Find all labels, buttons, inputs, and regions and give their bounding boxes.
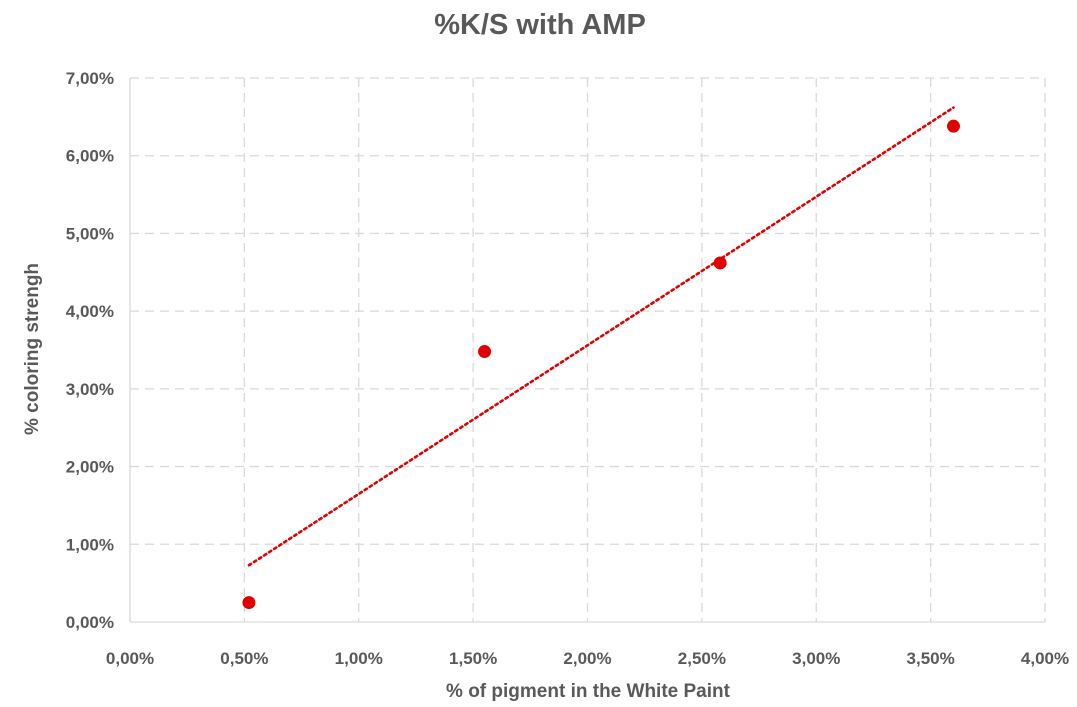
data-point: [713, 256, 727, 270]
y-tick-label: 1,00%: [66, 535, 114, 554]
y-tick-label: 3,00%: [66, 380, 114, 399]
y-tick-label: 5,00%: [66, 224, 114, 243]
y-tick-label: 4,00%: [66, 302, 114, 321]
chart-title: %K/S with AMP: [434, 9, 646, 41]
x-tick-label: 4,00%: [1021, 649, 1069, 668]
y-tick-label: 6,00%: [66, 147, 114, 166]
axes: [129, 78, 1045, 623]
trendline-layer: [247, 106, 955, 567]
x-tick-label: 3,00%: [792, 649, 840, 668]
y-tick-label: 7,00%: [66, 69, 114, 88]
x-tick-label: 1,00%: [335, 649, 383, 668]
x-tick-label: 2,50%: [678, 649, 726, 668]
data-point: [478, 345, 492, 359]
tick-labels: 0,00% 0,50% 1,00% 1,50% 2,00% 2,50% 3,00% 3,50%…: [66, 69, 1069, 668]
data-point: [242, 596, 256, 610]
data-points: [242, 119, 960, 610]
x-tick-label: 3,50%: [907, 649, 955, 668]
y-tick-label: 2,00%: [66, 458, 114, 477]
gridlines: [130, 77, 1046, 622]
y-tick-label: 0,00%: [66, 613, 114, 632]
y-axis-title: % coloring strengh: [22, 263, 43, 435]
trendline: [247, 106, 955, 567]
x-tick-label: 2,00%: [563, 649, 611, 668]
x-tick-label: 1,50%: [449, 649, 497, 668]
data-point: [947, 119, 960, 133]
x-axis-title: % of pigment in the White Paint: [446, 681, 731, 702]
x-tick-label: 0,50%: [220, 649, 268, 668]
x-tick-label: 0,00%: [106, 649, 154, 668]
